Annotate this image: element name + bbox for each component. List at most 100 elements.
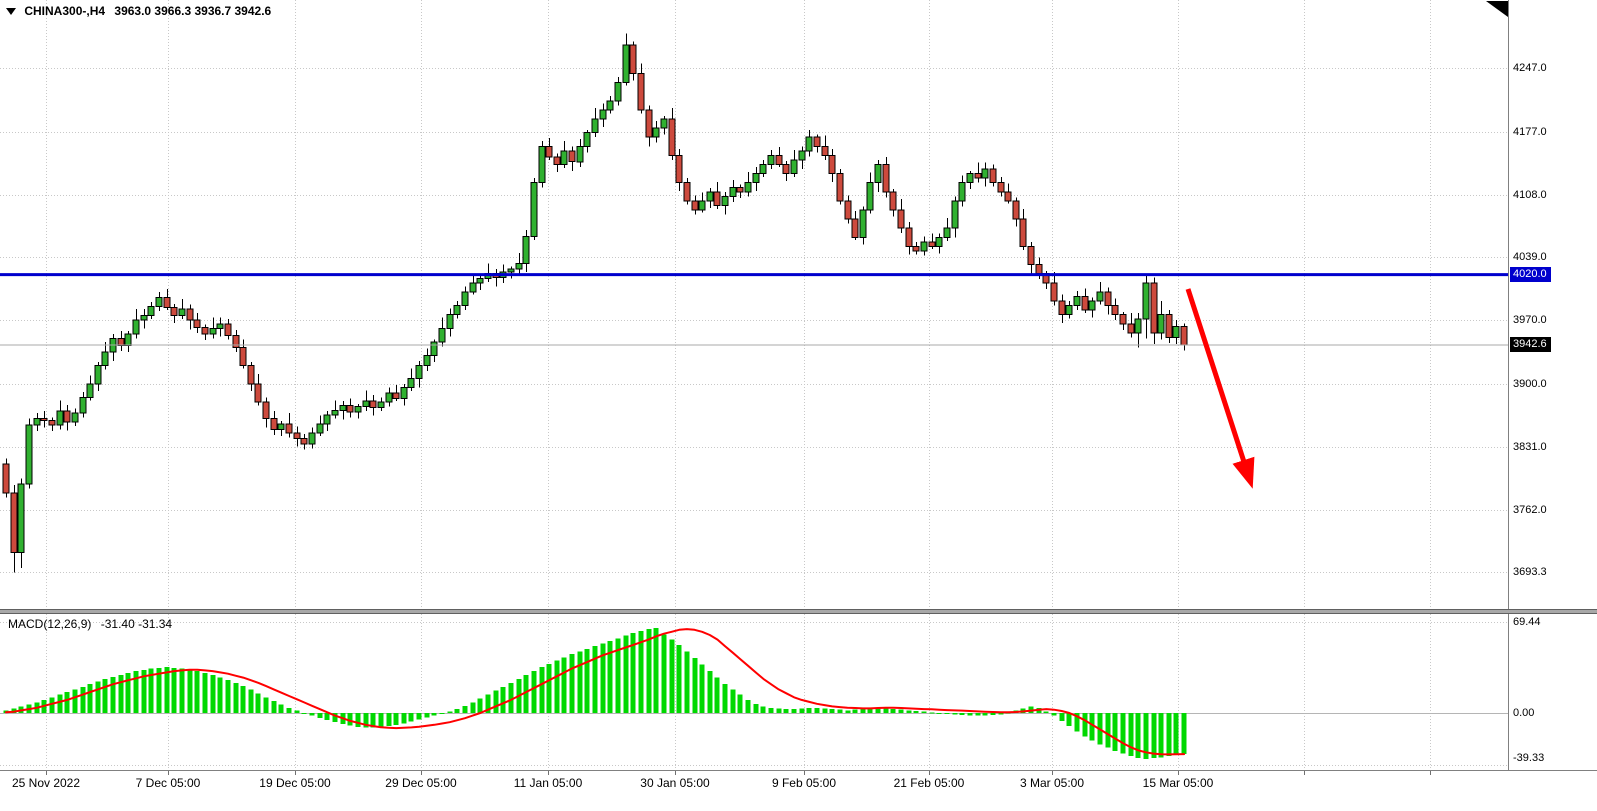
time-axis-tick [46,771,47,775]
candle-body [1035,264,1043,275]
candle-body [277,423,285,430]
candle-body [385,392,393,403]
candle-body [706,191,714,202]
candle-body [48,419,56,426]
candle-body [224,323,232,337]
candle-body [25,424,33,485]
candle-body [576,145,584,163]
hline-price-tag: 4020.0 [1510,267,1551,282]
candle-body [752,173,760,184]
time-axis-tick [675,771,676,775]
candle-body [178,308,186,317]
time-tick-label: 11 Jan 05:00 [513,776,583,790]
candle-body [1165,314,1173,339]
candle-body [201,326,209,335]
candle-body [1088,300,1096,311]
candle-body [285,423,293,434]
candle-body [446,314,454,329]
candle-body [10,492,18,553]
price-tick-label: 3900.0 [1513,378,1547,390]
candle-body [675,154,683,184]
ohlc-values: 3963.0 3966.3 3936.7 3942.6 [114,4,272,18]
candle-body [560,150,568,166]
price-tick-label: 3970.0 [1513,314,1547,326]
candle-body [813,136,821,147]
candle-body [254,383,262,403]
price-chart-canvas[interactable] [0,0,1508,609]
candle-body [247,365,255,385]
candle-body [209,327,217,335]
candle-body [928,241,936,247]
candle-body [56,410,64,426]
macd-tick-label: 0.00 [1513,707,1535,719]
candle-body [71,412,79,423]
symbol-ohlc-header: CHINA300-,H4 3963.0 3966.3 3936.7 3942.6 [6,4,277,18]
price-tick-label: 4177.0 [1513,126,1547,138]
candle-body [1004,191,1012,202]
price-tick-label: 3762.0 [1513,504,1547,516]
candle-body [691,200,699,211]
candle-body [300,438,308,445]
candle-body [262,401,270,420]
candle-body [882,164,890,193]
time-axis-tick [168,771,169,775]
candle-body [790,159,798,175]
candle-body [775,154,783,165]
candle-body [1157,314,1165,334]
candle-body [935,236,943,247]
price-axis[interactable]: 4247.0 4177.0 4108.0 4039.0 3970.0 3900.0 3831… [1508,0,1597,770]
candle-body [958,182,966,202]
candle-body [698,200,706,211]
candle-body [101,351,109,367]
candle-body [232,335,240,348]
candle-body [339,405,347,411]
candle-body [974,173,982,179]
candle-body [461,291,469,307]
candle-body [836,173,844,202]
candle-body [912,245,920,252]
candle-body [63,410,71,423]
candle-body [652,127,660,138]
candle-body [629,44,637,74]
candle-body [989,168,997,184]
candle-body [316,423,324,434]
time-axis[interactable]: 25 Nov 2022 7 Dec 05:00 19 Dec 05:00 29 Dec… [0,770,1597,811]
candle-body [94,365,102,385]
candle-body [377,401,385,409]
time-tick-label: 7 Dec 05:00 [135,776,201,790]
time-tick-label: 19 Dec 05:00 [259,776,331,790]
panel-separator[interactable] [0,609,1597,614]
candle-body [124,333,132,347]
candle-body [308,432,316,445]
candle-body [132,319,140,335]
macd-canvas[interactable] [0,614,1508,770]
candle-body [1134,318,1142,334]
candle-body [530,182,538,237]
candle-body [507,268,515,273]
candlesticks [2,33,1188,573]
macd-tick-label: 69.44 [1513,616,1541,628]
candle-body [683,182,691,202]
candle-body [538,145,546,184]
candle-body [767,154,775,165]
candle-body [660,118,668,129]
candle-body [86,383,94,399]
candle-body [270,418,278,430]
chart-shift-marker-icon[interactable] [1486,1,1508,17]
price-tick-label: 3831.0 [1513,441,1547,453]
time-axis-tick [1052,771,1053,775]
sell-arrow-annotation[interactable] [1185,288,1255,489]
candle-body [1012,200,1020,220]
candle-body [874,164,882,184]
candle-body [117,337,125,347]
macd-histogram [3,627,1187,759]
candle-body [354,406,362,413]
time-tick-label: 3 Mar 05:00 [1019,776,1085,790]
time-tick-label: 9 Feb 05:00 [771,776,837,790]
price-tick-label: 4247.0 [1513,62,1547,74]
candle-body [163,296,171,308]
time-axis-tick [548,771,549,775]
candle-body [744,182,752,193]
last-price-tag: 3942.6 [1510,337,1551,352]
candle-body [400,387,408,399]
